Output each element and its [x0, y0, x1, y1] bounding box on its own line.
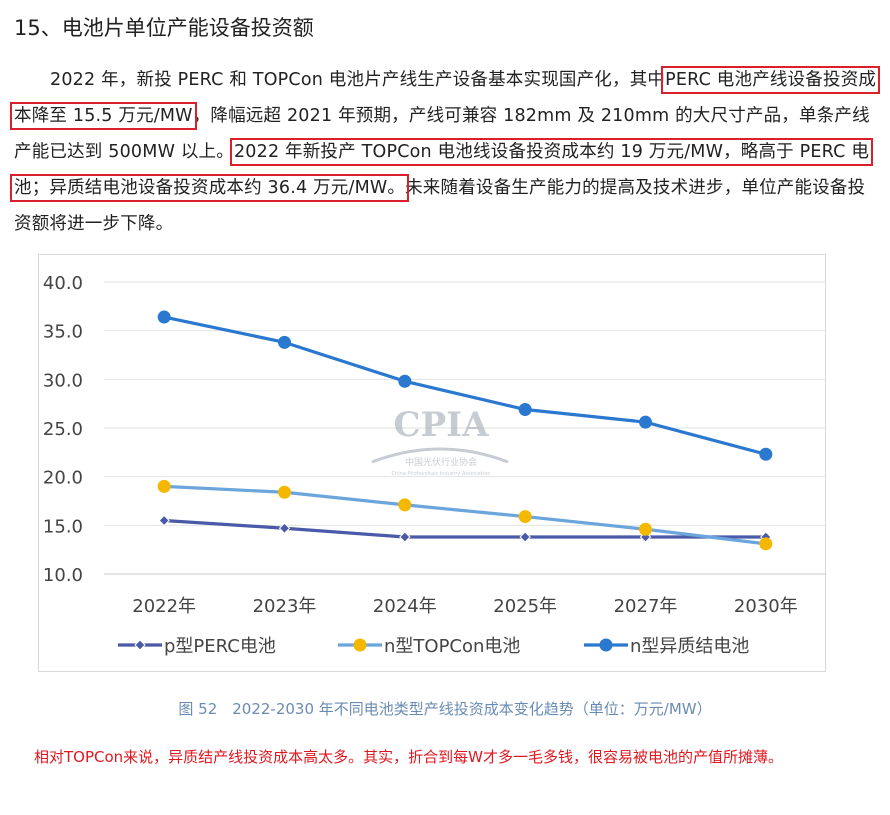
section-heading: 15、电池片单位产能设备投资额	[14, 16, 314, 40]
y-tick-label: 30.0	[43, 370, 83, 391]
series-p型PERC电池	[158, 514, 772, 543]
x-tick-label: 2025年	[493, 596, 557, 617]
data-point	[157, 310, 171, 324]
chart-series	[157, 310, 773, 551]
data-point	[519, 531, 531, 543]
data-point	[759, 447, 773, 461]
y-axis-tick-labels: 10.0 15.0 20.0 25.0 30.0 35.0 40.0	[43, 273, 83, 586]
data-point	[398, 498, 412, 512]
data-point	[353, 638, 367, 652]
data-point	[278, 335, 291, 349]
x-tick-label: 2023年	[253, 596, 317, 617]
y-tick-label: 40.0	[43, 273, 83, 294]
y-tick-label: 35.0	[43, 322, 83, 343]
paragraph-text: 未来随着设备生产能力的提高及技术进步，单位产能设备投资额将进一步下降。	[14, 178, 866, 234]
series-n型TOPCon电池	[157, 479, 773, 551]
data-point	[158, 514, 170, 527]
data-point	[399, 531, 411, 543]
data-point	[134, 639, 146, 651]
red-commentary-note: 相对TOPCon来说，异质结产线投资成本高太多。其实，折合到每W才多一毛多钱，很…	[34, 748, 784, 766]
paragraph-text: ，降幅远超 2021 年预期，产线可兼容 182mm 及 210mm 的大尺寸产…	[14, 106, 870, 162]
data-point	[278, 485, 291, 499]
data-point	[518, 403, 532, 417]
body-paragraph: 2022 年，新投 PERC 和 TOPCon 电池片产线生产设备基本实现国产化…	[9, 62, 881, 242]
data-point	[639, 415, 652, 429]
legend-entry: n型TOPCon电池	[338, 636, 520, 657]
watermark-en: China Photovoltaic Industry Association	[392, 471, 491, 477]
watermark-brand: CPIA	[394, 405, 490, 445]
watermark-cn: 中国光伏行业协会	[405, 456, 477, 468]
x-tick-label: 2024年	[373, 596, 437, 617]
series-line	[164, 518, 766, 539]
y-tick-label: 25.0	[43, 419, 83, 440]
data-point	[518, 510, 532, 524]
legend-entry: n型异质结电池	[584, 636, 749, 657]
y-tick-label: 10.0	[43, 565, 83, 586]
y-tick-label: 20.0	[43, 468, 83, 489]
legend-label: n型异质结电池	[630, 636, 749, 657]
data-point	[398, 374, 412, 388]
series-n型异质结电池	[157, 310, 773, 461]
line-chart: 10.015.020.025.030.035.040.0 2022年 2023年 2…	[43, 273, 826, 657]
watermark-arc	[371, 447, 509, 464]
data-point	[278, 522, 291, 534]
x-tick-label: 2030年	[734, 596, 798, 617]
data-point	[759, 537, 773, 551]
figure-caption: 图 52 2022-2030 年不同电池类型产线投资成本变化趋势（单位：万元/M…	[178, 700, 712, 718]
cpia-watermark: CPIA 中国光伏行业协会 China Photovoltaic Industr…	[371, 405, 509, 477]
x-tick-label: 2022年	[132, 596, 196, 617]
data-point	[639, 531, 652, 543]
highlighted-text: 2022 年新投产 TOPCon 电池线设备投资成本约 19 万元/MW，略高于…	[9, 138, 874, 202]
legend-entry: p型PERC电池	[118, 636, 276, 657]
data-point	[157, 479, 171, 493]
series-line	[164, 484, 767, 546]
paragraph-text: 2022 年，新投 PERC 和 TOPCon 电池片产线生产设备基本实现国产化…	[50, 70, 666, 90]
y-tick-label: 15.0	[43, 516, 83, 537]
data-point	[599, 638, 613, 652]
chart-legend: p型PERC电池 n型TOPCon电池 n型异质结电池	[118, 636, 749, 657]
data-point	[639, 522, 652, 536]
series-line	[163, 315, 767, 456]
x-axis-tick-labels: 2022年 2023年 2024年 2025年 2027年 2030年	[132, 596, 797, 617]
chart-frame	[38, 254, 826, 672]
legend-label: p型PERC电池	[164, 636, 276, 657]
x-tick-label: 2027年	[614, 596, 678, 617]
highlighted-text: PERC 电池产线设备投资成本降至 15.5 万元/MW	[9, 66, 881, 130]
legend-label: n型TOPCon电池	[384, 636, 520, 657]
